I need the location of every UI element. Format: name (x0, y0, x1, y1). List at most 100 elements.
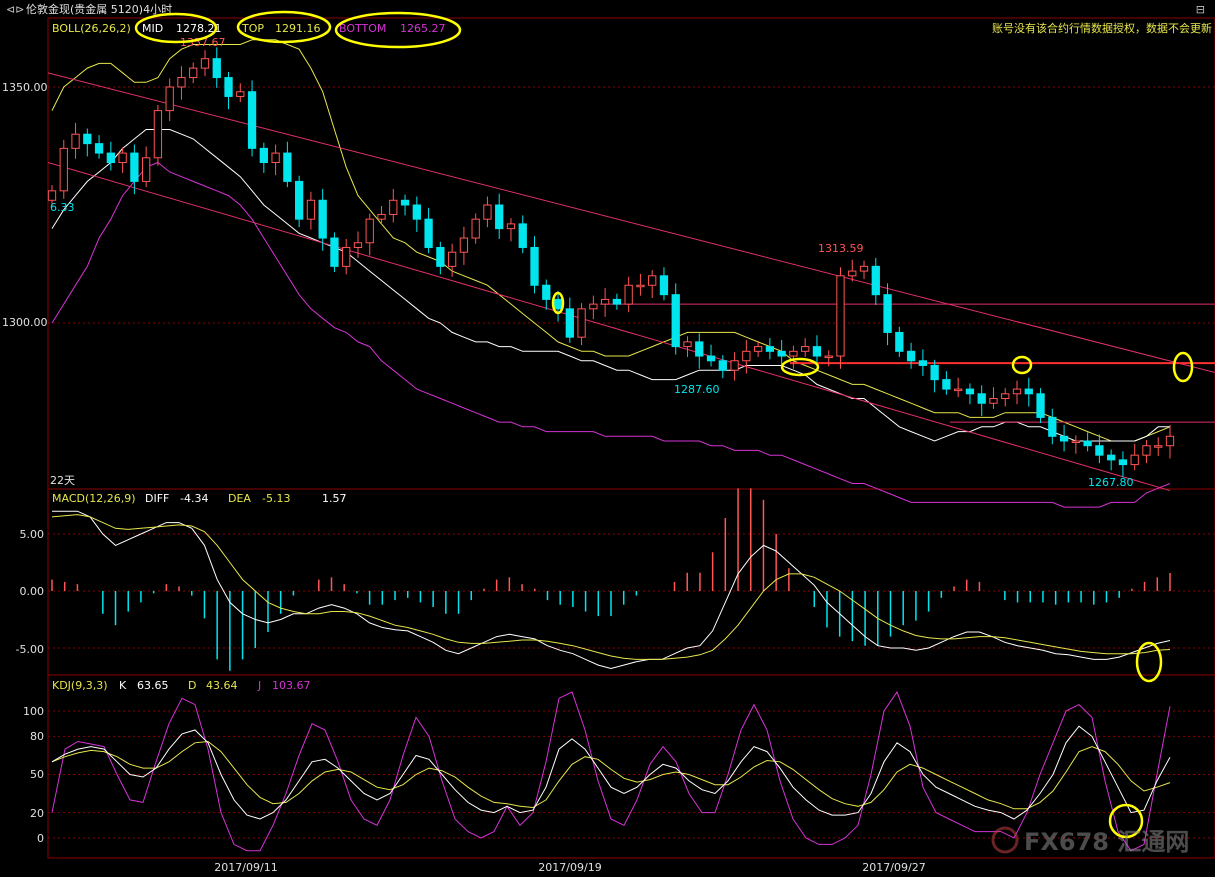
candle-body (365, 218, 374, 244)
candle-body (553, 298, 563, 310)
boll-top-value: 1291.16 (275, 22, 321, 35)
high-label: 1313.59 (818, 242, 864, 255)
left-edge-value: 6.33 (50, 201, 75, 214)
candle-body (977, 393, 986, 404)
candle-body (730, 360, 739, 371)
macd-tick-label: -5.00 (16, 643, 44, 656)
price-tick-label: 1350.00 (2, 81, 48, 94)
candle-body (436, 246, 445, 267)
watermark-logo-icon (991, 826, 1019, 854)
candle-body (377, 213, 386, 220)
candle-body (1118, 459, 1128, 466)
candle-body (906, 350, 916, 362)
channel-lower-line (47, 162, 1171, 492)
candle-body (247, 91, 257, 149)
macd-panel (51, 488, 1171, 671)
candle-body (389, 199, 398, 215)
watermark: FX678 汇通网 (991, 826, 1189, 856)
x-axis: 2017/09/11 2017/09/19 2017/09/27 (214, 861, 925, 874)
candle-body (871, 265, 880, 296)
kdj-j-value: 103.67 (272, 679, 311, 692)
kdj-tick-label: 80 (30, 730, 44, 743)
panel-frames (47, 17, 1215, 859)
macd-diff-line (52, 510, 1171, 670)
price-panel (47, 39, 1215, 508)
candle-body (59, 147, 68, 192)
candle-body (918, 360, 928, 366)
macd-tick-label: 0.00 (20, 585, 45, 598)
candle-body (895, 331, 904, 352)
boll-legend: BOLL(26,26,2) MID 1278.21 TOP 1291.16 BO… (52, 22, 446, 35)
macd-legend: MACD(12,26,9) DIFF -4.34 DEA -5.13 1.57 (52, 492, 347, 505)
kdj-tick-label: 0 (37, 832, 44, 845)
macd-diff-name: DIFF (145, 492, 169, 505)
candle-body (1154, 445, 1163, 448)
minimize-icon[interactable]: ⊟ (1196, 3, 1205, 16)
candle-body (789, 350, 798, 357)
candle-body (530, 246, 539, 286)
macd-diff-value: -4.34 (180, 492, 208, 505)
candle-body (824, 355, 833, 359)
candle-body (989, 398, 998, 404)
boll-top-line (51, 39, 1171, 442)
macd-y-axis: 5.00 0.00 -5.00 (16, 528, 44, 656)
price-y-axis: 1350.00 1300.00 (2, 81, 48, 329)
candle-body (353, 242, 363, 248)
candle-body (177, 77, 186, 88)
candle-body (565, 308, 574, 338)
candle-body (236, 91, 245, 97)
kdj-k-name: K (119, 679, 127, 692)
macd-hist-value: 1.57 (322, 492, 347, 505)
candle-body (318, 199, 327, 239)
boll-mid-value: 1278.21 (176, 22, 222, 35)
candle-body (189, 67, 198, 79)
candle-body (836, 275, 845, 357)
candle-body (671, 294, 680, 348)
boll-indicator-label: BOLL(26,26,2) (52, 22, 131, 35)
highlight-ellipse (1011, 355, 1033, 375)
channel-upper-line (47, 72, 1215, 374)
kdj-y-axis: 100 80 50 20 0 (23, 705, 44, 845)
candle-body (1142, 445, 1151, 456)
low-label: 1267.80 (1088, 476, 1134, 489)
candle-body (447, 251, 457, 267)
candle-body (942, 379, 951, 390)
candle-body (659, 275, 669, 296)
date-tick-label: 2017/09/19 (538, 861, 601, 874)
kdj-d-name: D (188, 679, 196, 692)
macd-dea-line (51, 514, 1171, 660)
highlight-ellipse-top (236, 10, 332, 44)
boll-bottom-name: BOTTOM (339, 22, 386, 35)
candle-body (212, 58, 221, 79)
kdj-tick-label: 20 (30, 807, 44, 820)
kdj-j-name: J (257, 679, 261, 692)
candle-body (259, 147, 268, 164)
candle-body (765, 346, 775, 352)
candle-body (706, 355, 716, 362)
kdj-j-line (51, 690, 1171, 852)
highlight-ellipse (1108, 803, 1144, 839)
boll-mid-line (51, 129, 1170, 442)
highlight-annotations (134, 10, 1194, 839)
highlight-ellipse-mid (134, 12, 218, 44)
macd-dea-name: DEA (228, 492, 251, 505)
candle-body (954, 388, 963, 392)
candle-body (930, 364, 939, 381)
candle-body (883, 294, 892, 333)
window-title: 伦敦金现(贵金属 5120)4小时 (26, 2, 172, 16)
highlight-ellipse (1172, 351, 1194, 383)
candle-body (612, 298, 622, 305)
candle-body (542, 284, 551, 300)
candle-body (400, 199, 410, 206)
candle-body (1095, 445, 1104, 456)
title-bar: ⊲⊳ 伦敦金现(贵金属 5120)4小时 ⊟ (6, 2, 1205, 16)
candle-body (506, 223, 516, 230)
candle-body (859, 265, 869, 272)
price-tick-label: 1300.00 (2, 316, 48, 329)
highlight-ellipse (551, 291, 565, 315)
kdj-tick-label: 100 (23, 705, 44, 718)
candle-body (47, 190, 57, 201)
back-icon[interactable]: ⊲⊳ (6, 3, 24, 16)
kdj-k-line (51, 725, 1171, 820)
